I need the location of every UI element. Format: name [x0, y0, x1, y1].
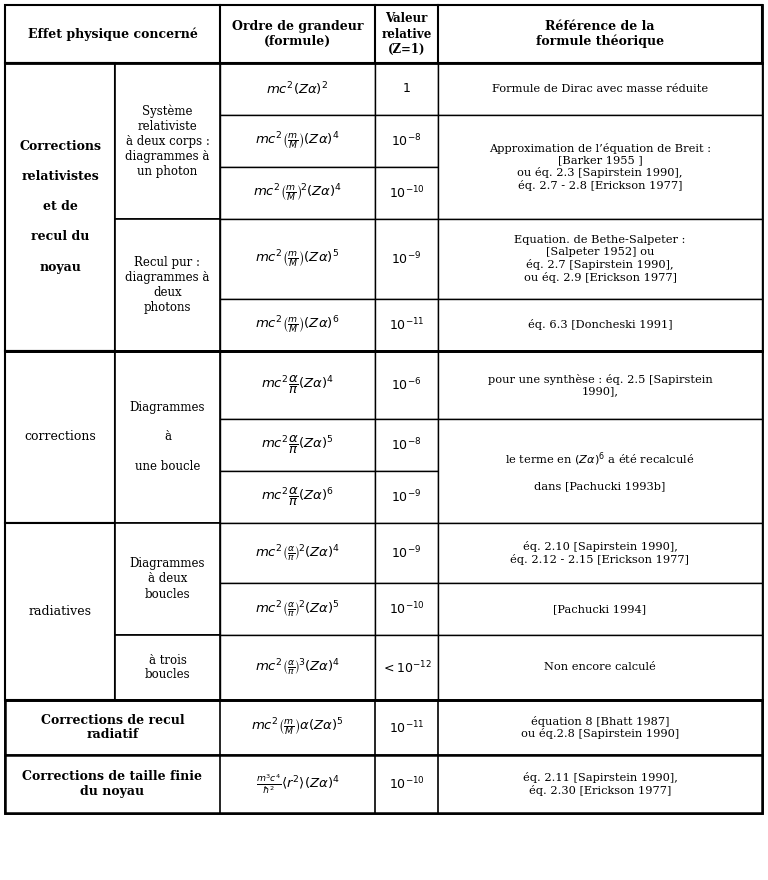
Text: [Pachucki 1994]: [Pachucki 1994] — [554, 604, 647, 614]
Text: $<10^{-12}$: $<10^{-12}$ — [381, 659, 432, 676]
Bar — [375, 167, 438, 219]
Bar — [115, 523, 220, 635]
Text: Corrections de taille finie
du noyau: Corrections de taille finie du noyau — [22, 770, 203, 798]
Bar — [5, 523, 115, 700]
Text: Système
relativiste
à deux corps :
diagrammes à
un photon: Système relativiste à deux corps : diagr… — [125, 104, 210, 178]
Bar — [115, 351, 220, 523]
Text: Formule de Dirac avec masse réduite: Formule de Dirac avec masse réduite — [492, 84, 708, 94]
Bar — [220, 219, 375, 299]
Text: $10^{-8}$: $10^{-8}$ — [392, 133, 422, 150]
Bar — [375, 63, 438, 115]
Text: $mc^2\left(\frac{m}{M}\right)(Z\alpha)^4$: $mc^2\left(\frac{m}{M}\right)(Z\alpha)^4… — [255, 130, 339, 151]
Text: $10^{-8}$: $10^{-8}$ — [392, 436, 422, 453]
Bar — [375, 219, 438, 299]
Bar — [220, 115, 375, 167]
Text: radiatives: radiatives — [28, 605, 91, 618]
Text: éq. 6.3 [Doncheski 1991]: éq. 6.3 [Doncheski 1991] — [528, 319, 672, 331]
Bar — [115, 635, 220, 700]
Bar — [220, 635, 375, 700]
Text: $10^{-10}$: $10^{-10}$ — [389, 601, 425, 617]
Bar — [220, 351, 375, 419]
Bar — [438, 523, 762, 583]
Bar — [220, 471, 375, 523]
Text: $mc^2\left(\frac{m}{M}\right)(Z\alpha)^6$: $mc^2\left(\frac{m}{M}\right)(Z\alpha)^6… — [255, 314, 339, 335]
Bar — [438, 219, 762, 299]
Text: Diagrammes

à

une boucle: Diagrammes à une boucle — [130, 400, 205, 473]
Text: éq. 2.11 [Sapirstein 1990],
éq. 2.30 [Erickson 1977]: éq. 2.11 [Sapirstein 1990], éq. 2.30 [Er… — [522, 772, 677, 796]
Bar — [375, 635, 438, 700]
Bar — [375, 471, 438, 523]
Bar — [438, 299, 762, 351]
Bar — [115, 63, 220, 219]
Text: le terme en $(Z\alpha)^6$ a été recalculé

dans [Pachucki 1993b]: le terme en $(Z\alpha)^6$ a été recalcul… — [505, 451, 695, 491]
Text: Corrections de recul
radiatif: Corrections de recul radiatif — [41, 714, 184, 742]
Bar — [5, 755, 762, 813]
Text: Corrections

relativistes

et de

recul du

noyau: Corrections relativistes et de recul du … — [19, 141, 101, 274]
Bar — [438, 115, 762, 219]
Text: $mc^2(Z\alpha)^2$: $mc^2(Z\alpha)^2$ — [266, 80, 329, 98]
Bar — [375, 115, 438, 167]
Text: Référence de la
formule théorique: Référence de la formule théorique — [536, 19, 664, 48]
Bar — [438, 63, 762, 115]
Text: $10^{-10}$: $10^{-10}$ — [389, 185, 425, 202]
Bar — [5, 700, 762, 755]
Text: Ordre de grandeur
(formule): Ordre de grandeur (formule) — [232, 20, 363, 48]
Text: éq. 2.10 [Sapirstein 1990],
éq. 2.12 - 2.15 [Erickson 1977]: éq. 2.10 [Sapirstein 1990], éq. 2.12 - 2… — [511, 541, 690, 565]
Bar — [375, 351, 438, 419]
Bar — [438, 583, 762, 635]
Bar — [438, 419, 762, 523]
Text: Approximation de l’équation de Breit :
[Barker 1955 ]
ou éq. 2.3 [Sapirstein 199: Approximation de l’équation de Breit : [… — [489, 143, 711, 191]
Text: $mc^2\left(\frac{\alpha}{\pi}\right)^{\!2}(Z\alpha)^5$: $mc^2\left(\frac{\alpha}{\pi}\right)^{\!… — [255, 599, 340, 619]
Text: corrections: corrections — [24, 430, 96, 444]
Text: $mc^2\left(\frac{\alpha}{\pi}\right)^{\!3}(Z\alpha)^4$: $mc^2\left(\frac{\alpha}{\pi}\right)^{\!… — [255, 657, 340, 678]
Text: $10^{-11}$: $10^{-11}$ — [389, 719, 425, 736]
Bar — [375, 523, 438, 583]
Text: $mc^2\left(\frac{m}{M}\right)(Z\alpha)^5$: $mc^2\left(\frac{m}{M}\right)(Z\alpha)^5… — [256, 248, 339, 269]
Bar — [375, 299, 438, 351]
Bar — [5, 63, 115, 351]
Bar — [5, 351, 115, 523]
Bar — [438, 635, 762, 700]
Text: $10^{-9}$: $10^{-9}$ — [392, 251, 422, 268]
Bar — [220, 523, 375, 583]
Text: Recul pur :
diagrammes à
deux
photons: Recul pur : diagrammes à deux photons — [125, 256, 210, 314]
Text: à trois
boucles: à trois boucles — [144, 654, 190, 681]
Text: Diagrammes
à deux
boucles: Diagrammes à deux boucles — [130, 558, 205, 600]
Bar — [220, 299, 375, 351]
Text: $mc^2\dfrac{\alpha}{\pi}(Z\alpha)^4$: $mc^2\dfrac{\alpha}{\pi}(Z\alpha)^4$ — [261, 374, 334, 396]
Bar — [115, 219, 220, 351]
Text: $mc^2\dfrac{\alpha}{\pi}(Z\alpha)^5$: $mc^2\dfrac{\alpha}{\pi}(Z\alpha)^5$ — [261, 434, 334, 456]
Text: $mc^2\left(\frac{m}{M}\right)^{\!2}(Z\alpha)^4$: $mc^2\left(\frac{m}{M}\right)^{\!2}(Z\al… — [253, 182, 343, 203]
Text: $10^{-11}$: $10^{-11}$ — [389, 317, 425, 334]
Bar — [5, 5, 762, 63]
Text: Non encore calculé: Non encore calculé — [544, 663, 656, 672]
Text: Valeur
relative
(Z=1): Valeur relative (Z=1) — [382, 12, 432, 55]
Text: pour une synthèse : éq. 2.5 [Sapirstein
1990],: pour une synthèse : éq. 2.5 [Sapirstein … — [488, 374, 713, 396]
Text: Equation. de Bethe-Salpeter :
[Salpeter 1952] ou
éq. 2.7 [Sapirstein 1990],
ou é: Equation. de Bethe-Salpeter : [Salpeter … — [515, 235, 686, 282]
Text: $1$: $1$ — [402, 83, 411, 96]
Bar — [220, 419, 375, 471]
Bar — [220, 583, 375, 635]
Bar — [220, 63, 375, 115]
Text: $10^{-9}$: $10^{-9}$ — [392, 488, 422, 505]
Text: $mc^2\dfrac{\alpha}{\pi}(Z\alpha)^6$: $mc^2\dfrac{\alpha}{\pi}(Z\alpha)^6$ — [261, 486, 334, 508]
Text: $10^{-9}$: $10^{-9}$ — [392, 545, 422, 561]
Text: $mc^2\left(\frac{m}{M}\right)\alpha(Z\alpha)^5$: $mc^2\left(\frac{m}{M}\right)\alpha(Z\al… — [251, 717, 344, 738]
Text: Effet physique concerné: Effet physique concerné — [28, 27, 197, 40]
Bar — [375, 583, 438, 635]
Text: $mc^2\left(\frac{\alpha}{\pi}\right)^{\!2}(Z\alpha)^4$: $mc^2\left(\frac{\alpha}{\pi}\right)^{\!… — [255, 543, 340, 563]
Text: $10^{-10}$: $10^{-10}$ — [389, 775, 425, 792]
Text: équation 8 [Bhatt 1987]
ou éq.2.8 [Sapirstein 1990]: équation 8 [Bhatt 1987] ou éq.2.8 [Sapir… — [521, 715, 679, 739]
Text: $\frac{m^3c^4}{\hbar^2}\langle r^2\rangle(Z\alpha)^4$: $\frac{m^3c^4}{\hbar^2}\langle r^2\rangl… — [256, 772, 339, 796]
Bar — [220, 167, 375, 219]
Text: $10^{-6}$: $10^{-6}$ — [392, 377, 422, 393]
Bar — [438, 351, 762, 419]
Bar — [375, 419, 438, 471]
